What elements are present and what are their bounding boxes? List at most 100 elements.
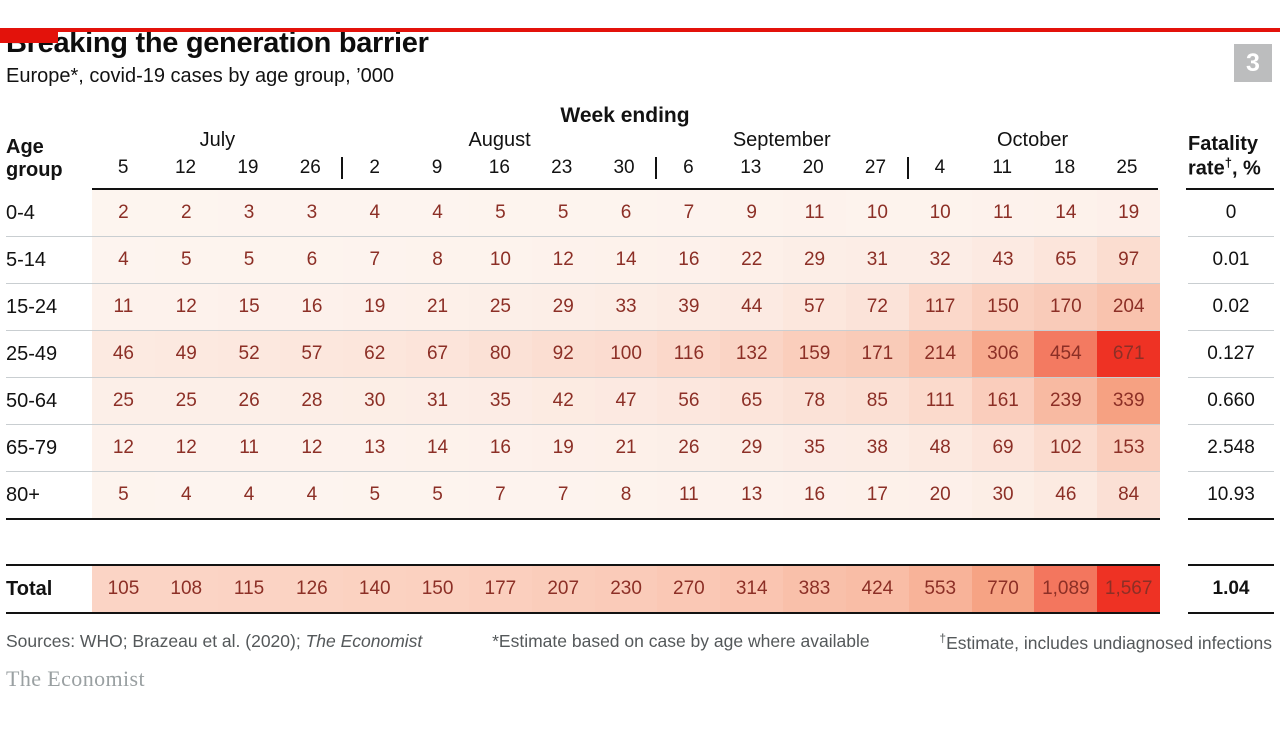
data-cell: 11 <box>217 425 281 472</box>
data-cell: 671 <box>1097 331 1161 378</box>
data-cell: 1,567 <box>1097 566 1161 613</box>
fatality-cell: 1.04 <box>1188 564 1274 615</box>
data-cell: 270 <box>657 566 721 613</box>
data-cell: 117 <box>908 284 972 331</box>
data-cell: 84 <box>1097 472 1161 519</box>
data-cell: 153 <box>1097 425 1161 472</box>
data-cell: 306 <box>971 331 1035 378</box>
data-cell: 69 <box>971 425 1035 472</box>
data-cell: 14 <box>594 237 658 284</box>
data-cell: 31 <box>845 237 909 284</box>
data-cell: 31 <box>406 378 469 425</box>
row-label: 5-14 <box>6 237 92 284</box>
data-cell: 67 <box>406 331 469 378</box>
date-cell: 16 <box>488 157 510 179</box>
row-label: 50-64 <box>6 378 92 425</box>
data-cell: 49 <box>154 331 218 378</box>
data-cell: 42 <box>531 378 595 425</box>
data-cell: 170 <box>1034 284 1098 331</box>
page-subtitle: Europe*, covid-19 cases by age group, ’0… <box>6 65 395 88</box>
data-cell: 22 <box>720 237 784 284</box>
data-cell: 21 <box>594 425 658 472</box>
data-cell: 65 <box>720 378 784 425</box>
row-label: 25-49 <box>6 331 92 378</box>
data-cell: 6 <box>280 237 344 284</box>
data-cell: 35 <box>783 425 846 472</box>
economist-logo: The Economist <box>6 666 146 692</box>
fatality-cell: 0.660 <box>1188 377 1274 424</box>
data-cell: 13 <box>720 472 784 519</box>
data-cell: 12 <box>531 237 595 284</box>
data-cell: 115 <box>217 566 281 613</box>
date-cell: 20 <box>802 157 824 179</box>
data-cell: 21 <box>406 284 469 331</box>
data-cell: 29 <box>783 237 846 284</box>
fatality-cell: 0.01 <box>1188 236 1274 283</box>
data-cell: 80 <box>468 331 532 378</box>
data-cell: 62 <box>343 331 407 378</box>
data-cell: 230 <box>594 566 658 613</box>
data-cell: 16 <box>783 472 846 519</box>
data-cell: 35 <box>468 378 532 425</box>
page-title: Breaking the generation barrier <box>6 27 429 59</box>
row-label: 0-4 <box>6 190 92 237</box>
data-cell: 171 <box>845 331 909 378</box>
data-cell: 26 <box>217 378 281 425</box>
date-cell: 9 <box>431 157 443 179</box>
month-label: October <box>996 129 1069 152</box>
data-cell: 3 <box>217 190 281 237</box>
data-cell: 20 <box>908 472 972 519</box>
data-cell: 161 <box>971 378 1035 425</box>
row-label: Total <box>6 566 92 613</box>
data-cell: 770 <box>971 566 1035 613</box>
data-cell: 72 <box>845 284 909 331</box>
data-cell: 25 <box>154 378 218 425</box>
data-cell: 19 <box>1097 190 1161 237</box>
date-cell: 23 <box>551 157 573 179</box>
month-label: July <box>199 129 236 152</box>
data-cell: 10 <box>468 237 532 284</box>
data-table: Age group Week ending July August Septembe… <box>6 104 1274 615</box>
data-cell: 424 <box>845 566 909 613</box>
data-cell: 10 <box>908 190 972 237</box>
data-cell: 4 <box>154 472 218 519</box>
dagger-icon: † <box>939 631 947 646</box>
data-cell: 16 <box>280 284 344 331</box>
data-cell: 13 <box>343 425 407 472</box>
page-number-badge: 3 <box>1234 44 1272 82</box>
data-cell: 65 <box>1034 237 1098 284</box>
date-cell: 2 <box>341 157 405 180</box>
data-cell: 16 <box>468 425 532 472</box>
data-cell: 102 <box>1034 425 1098 472</box>
table-body: 0-4 2 2 3 3 4 4 5 5 6 7 9 11 10 10 11 14 19 0 5-14 4 5 5 6 7 8 10 1… <box>6 190 1274 615</box>
data-cell: 11 <box>783 190 846 237</box>
date-cell: 25 <box>1116 157 1138 179</box>
data-cell: 5 <box>531 190 595 237</box>
data-cell: 14 <box>406 425 469 472</box>
data-cell: 12 <box>92 425 155 472</box>
data-cell: 8 <box>594 472 658 519</box>
data-cell: 8 <box>406 237 469 284</box>
data-cell: 553 <box>908 566 972 613</box>
data-cell: 85 <box>845 378 909 425</box>
table-row: 15-24 11 12 15 16 19 21 25 29 33 39 44 57 72 117 150 170… <box>6 283 1274 331</box>
date-cell: 19 <box>237 157 259 179</box>
data-cell: 111 <box>908 378 972 425</box>
data-cell: 12 <box>154 284 218 331</box>
date-cell: 4 <box>906 157 971 180</box>
data-cell: 132 <box>720 331 784 378</box>
data-cell: 454 <box>1034 331 1098 378</box>
data-cell: 25 <box>468 284 532 331</box>
data-cell: 46 <box>1034 472 1098 519</box>
data-cell: 52 <box>217 331 281 378</box>
date-cell: 13 <box>740 157 762 179</box>
fatality-cell: 0 <box>1225 202 1237 224</box>
footnote-sources: Sources: WHO; Brazeau et al. (2020); The… <box>6 631 423 652</box>
data-cell: 383 <box>783 566 846 613</box>
table-row: 5-14 4 5 5 6 7 8 10 12 14 16 22 29 31 32 43 65 97 0.01 <box>6 236 1274 284</box>
data-cell: 116 <box>657 331 721 378</box>
date-cell: 18 <box>1054 157 1076 179</box>
data-cell: 39 <box>657 284 721 331</box>
fatality-cell: 10.93 <box>1188 471 1274 521</box>
table-row: 50-64 25 25 26 28 30 31 35 42 47 56 65 78 85 111 161 239… <box>6 377 1274 425</box>
